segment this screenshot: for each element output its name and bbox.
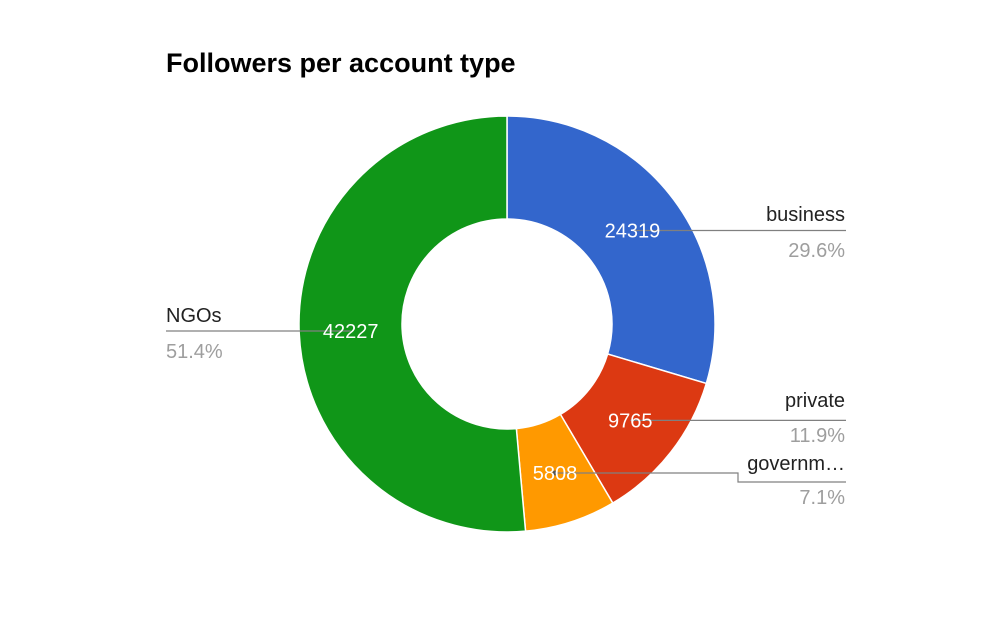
legend-label-business: business <box>766 204 845 226</box>
slice-ngos <box>298 115 527 533</box>
legend-percent-private: 11.9% <box>790 425 845 447</box>
legend-percent-ngos: 51.4% <box>166 341 223 363</box>
leader-line-group <box>166 229 846 483</box>
leader-line-government <box>554 472 846 483</box>
legend-label-private: private <box>785 390 845 412</box>
slice-value-ngos: 42227 <box>323 321 379 343</box>
label-group: 24319 business 29.6% 9765 private 11.9% 5808 go… <box>166 204 845 509</box>
legend-label-government: governm… <box>747 453 845 475</box>
slice-group <box>298 115 716 533</box>
legend-percent-business: 29.6% <box>788 240 845 262</box>
slice-value-private: 9765 <box>608 410 653 432</box>
legend-percent-government: 7.1% <box>799 487 845 509</box>
slice-business <box>506 115 716 385</box>
slice-value-government: 5808 <box>533 463 578 485</box>
legend-label-ngos: NGOs <box>166 305 222 327</box>
slice-value-business: 24319 <box>605 220 661 242</box>
chart-title: Followers per account type <box>166 48 516 78</box>
